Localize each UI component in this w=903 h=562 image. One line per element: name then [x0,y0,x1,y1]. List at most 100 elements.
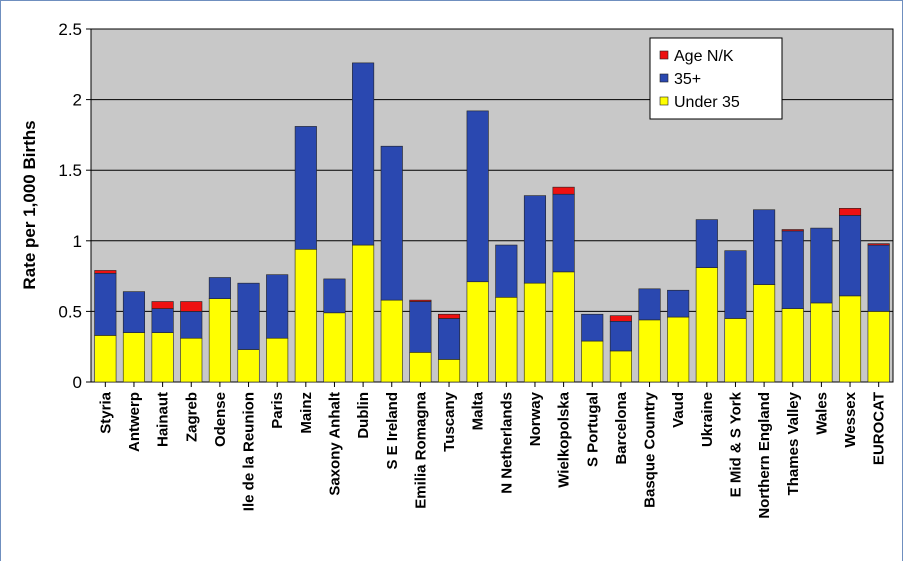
x-tick-label: Barcelona [613,391,630,464]
bar-segment [208,277,231,299]
x-tick-label: Thames Valley [785,391,802,495]
bar-segment [466,281,489,383]
bar-segment [208,298,231,383]
legend: Age N/K 35+ Under 35 [649,37,783,120]
legend-box [649,37,783,120]
bar-segment [695,219,718,268]
bar-segment [638,319,661,383]
x-tick-label: Saxony Anhalt [326,392,343,496]
x-tick-label: Hainaut [155,392,172,447]
y-tick-label: 1 [73,232,82,251]
y-tick-label: 0.5 [58,302,82,321]
x-tick-label: Wielkopolska [556,391,573,487]
bar-segment [180,301,203,312]
x-tick-label: Emilia Romagna [412,391,429,508]
bar-segment [781,230,804,309]
bar-segment [867,311,890,383]
bars [94,62,890,383]
bar-segment [552,186,575,195]
bar-segment [122,291,146,333]
bar-segment [495,296,518,383]
bar-segment [352,244,375,383]
bar-segment [609,350,632,383]
bar-segment [266,274,289,339]
y-axis-title: Rate per 1,000 Births [20,120,39,289]
bar-segment [237,349,260,383]
bar-segment [753,209,776,285]
legend-swatch [659,96,669,106]
x-tick-label: Mainz [298,392,315,434]
bar-segment [695,267,718,383]
bar-segment [838,215,862,297]
y-tick-label: 2 [73,91,82,110]
x-tick-label: E Mid & S York [727,391,744,497]
x-tick-label: Antwerp [126,392,143,452]
legend-label: Under 35 [674,94,740,111]
bar-segment [323,312,346,383]
x-tick-label: Odense [212,392,229,447]
y-tick-label: 0 [73,373,82,392]
bar-segment [409,301,432,353]
bar-segment [581,313,604,342]
bar-segment [323,278,346,314]
y-axis-ticks: 0 0.5 1 1.5 2 2.5 [58,20,91,392]
bar-segment [838,208,862,216]
bar-segment [552,271,575,383]
bar-segment [838,295,862,383]
bar-segment [609,320,632,352]
bar-segment [667,316,690,383]
x-tick-label: Ile de la Reunion [241,392,258,511]
x-tick-label: EUROCAT [871,392,888,465]
bar-segment [609,315,632,322]
x-tick-label: Paris [269,392,286,429]
x-tick-label: Styria [97,391,114,433]
x-tick-label: Wales [813,392,830,435]
x-tick-label: Ukraine [699,392,716,447]
bar-segment [810,302,833,383]
bar-segment [180,311,203,339]
bar-segment [437,359,461,383]
bar-segment [151,332,174,383]
x-tick-label: Norway [527,391,544,446]
x-tick-label: Northern England [756,392,773,519]
bar-segment [810,227,833,304]
bar-segment [466,110,489,283]
bar-segment [552,193,575,273]
bar-segment [667,289,690,318]
x-tick-label: S E Ireland [384,392,401,470]
bar-segment [753,284,776,383]
x-tick-label: Wessex [842,391,859,447]
bar-segment [151,301,174,309]
bar-segment [638,288,661,321]
bar-segment [266,337,289,383]
bar-segment [380,299,403,383]
x-tick-label: Malta [470,391,487,430]
x-tick-label: Dublin [355,392,372,439]
x-tick-label: Tuscany [441,391,458,451]
x-tick-label: N Netherlands [498,392,515,494]
bar-segment [437,318,461,360]
x-tick-label: Zagreb [183,392,200,442]
x-axis-labels: Styria Antwerp Hainaut Zagreb Odense Ile de l… [97,382,888,519]
bar-segment [409,299,432,302]
bar-segment [409,352,432,383]
bar-segment [294,248,317,383]
legend-swatch [659,50,669,60]
bar-segment [724,318,747,383]
bar-segment [495,244,518,298]
bar-segment [352,62,375,246]
y-tick-label: 2.5 [58,20,82,39]
legend-label: Age N/K [674,48,734,65]
bar-segment [380,145,403,301]
bar-segment [724,250,747,319]
bar-segment [151,308,174,333]
x-tick-label: S Portugal [584,392,601,467]
bar-segment [94,272,117,336]
x-tick-label: Basque Country [642,391,659,508]
x-tick-label: Vaud [670,392,687,428]
legend-label: 35+ [674,71,701,88]
bar-segment [781,229,804,232]
legend-swatch [659,73,669,83]
